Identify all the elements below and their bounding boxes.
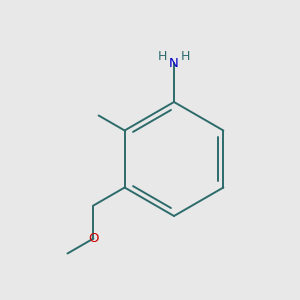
Text: O: O xyxy=(88,232,99,245)
Text: N: N xyxy=(169,56,179,70)
Text: H: H xyxy=(181,50,190,63)
Text: H: H xyxy=(158,50,167,63)
